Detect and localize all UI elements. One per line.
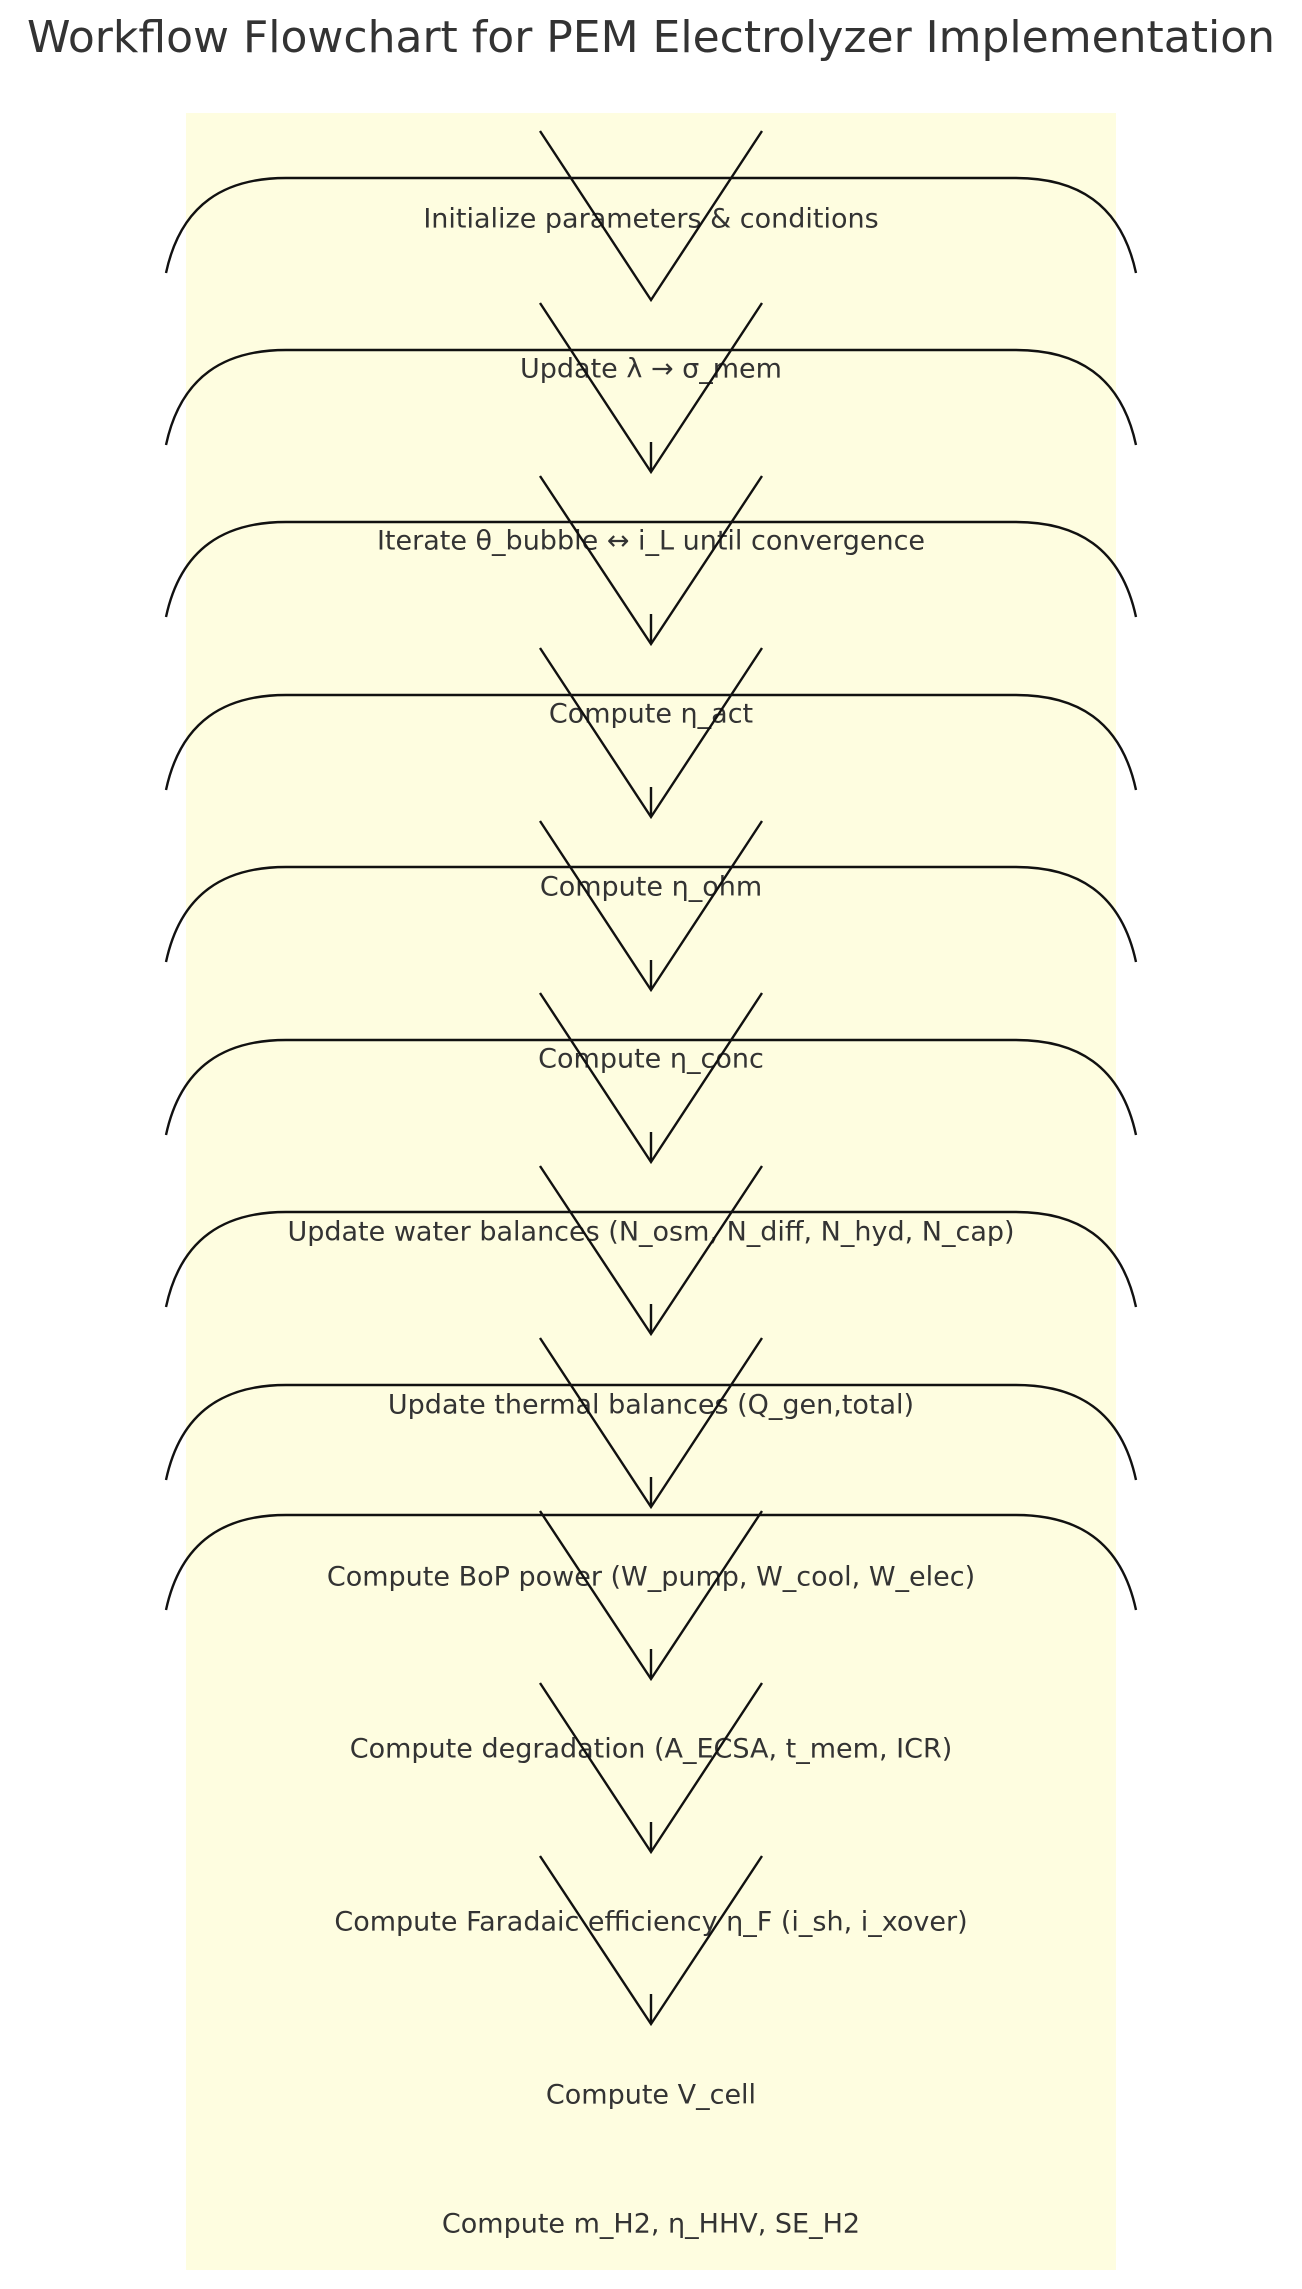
step-box	[164, 1513, 1138, 1611]
step-box	[164, 520, 1138, 618]
step-boxes	[164, 176, 1138, 1611]
step-box	[164, 1210, 1138, 1308]
step-box	[164, 176, 1138, 274]
flow-arrow	[538, 1682, 764, 1855]
diagram-title: Workflow Flowchart for PEM Electrolyzer …	[27, 12, 1275, 63]
step-label: Compute η_conc	[538, 1044, 764, 1075]
step-label: Compute m_H2, η_HHV, SE_H2	[442, 2209, 860, 2240]
step-label: Compute BoP power (W_pump, W_cool, W_ele…	[327, 1562, 975, 1593]
step-label: Compute η_ohm	[540, 872, 762, 903]
flow-arrow	[538, 1337, 764, 1510]
flow-arrow	[538, 130, 764, 303]
step-label: Compute V_cell	[546, 2080, 756, 2111]
step-box	[164, 1383, 1138, 1481]
step-label: Iterate θ_bubble ↔ i_L until convergence	[377, 526, 925, 557]
step-labels: Initialize parameters & conditions Update…	[287, 204, 1014, 2240]
flow-arrow	[538, 1510, 764, 1682]
flow-arrow	[538, 475, 764, 647]
flow-arrow	[538, 647, 764, 820]
step-label: Compute η_act	[549, 699, 753, 730]
step-label: Initialize parameters & conditions	[423, 204, 878, 235]
step-box	[164, 348, 1138, 446]
step-label: Update water balances (N_osm, N_diff, N_…	[287, 1217, 1014, 1248]
flow-arrow	[538, 1855, 764, 2027]
flow-arrow	[538, 302, 764, 475]
flow-arrow	[538, 992, 764, 1165]
step-box	[164, 1038, 1138, 1136]
step-label: Update thermal balances (Q_gen,total)	[388, 1390, 914, 1421]
flow-arrow	[538, 820, 764, 993]
step-label: Update λ → σ_mem	[520, 354, 782, 385]
flowchart-panel	[186, 113, 1116, 2270]
step-label: Compute degradation (A_ECSA, t_mem, ICR)	[350, 1734, 953, 1765]
flow-arrows	[538, 130, 764, 2027]
flow-arrow	[538, 1165, 764, 1337]
step-box	[164, 693, 1138, 791]
step-label: Compute Faradaic efficiency η_F (i_sh, i…	[334, 1907, 967, 1938]
step-box	[164, 865, 1138, 963]
